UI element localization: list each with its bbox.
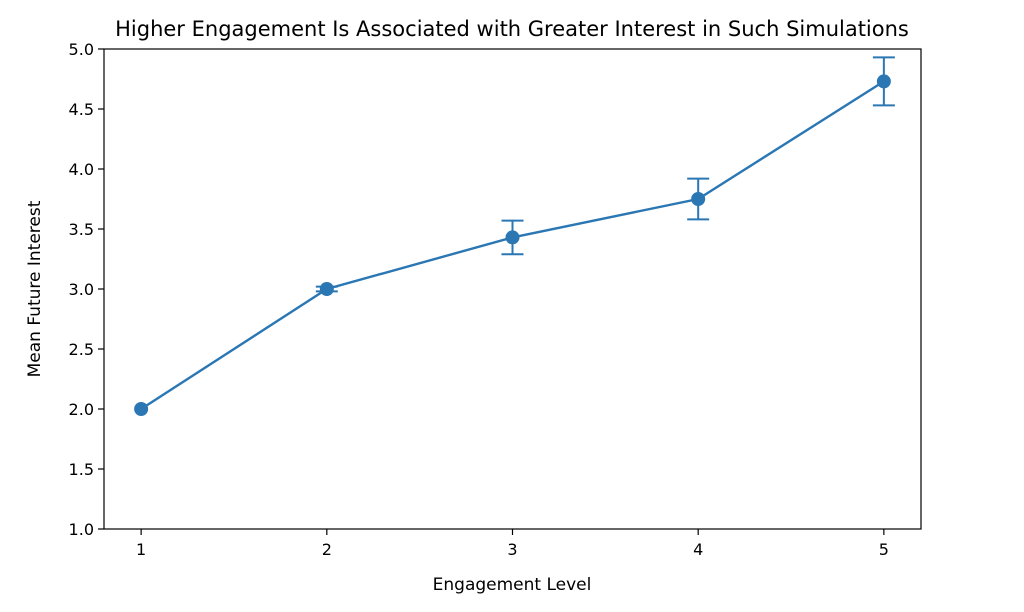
chart-title: Higher Engagement Is Associated with Gre… [115, 17, 909, 41]
x-tick-label: 4 [693, 540, 703, 559]
plot-area [134, 56, 895, 416]
data-point [319, 282, 334, 296]
data-point [134, 402, 149, 416]
y-tick-label: 1.5 [69, 460, 94, 479]
x-axis-label: Engagement Level [433, 575, 592, 595]
axes-frame [103, 48, 922, 530]
x-tick-label: 3 [507, 540, 517, 559]
x-tick-label: 1 [136, 540, 146, 559]
y-tick-label: 4.0 [69, 160, 94, 179]
y-tick-label: 2.5 [69, 340, 94, 359]
data-point [691, 192, 706, 206]
y-tick-label: 4.5 [69, 100, 94, 119]
axis-ticks: 1 2 3 4 5 1.0 1.5 2.0 2.5 3.0 3.5 4.0 4.5 5.0 [69, 40, 889, 559]
x-tick-label: 2 [322, 540, 332, 559]
y-tick-label: 2.0 [69, 400, 94, 419]
y-tick-label: 3.0 [69, 280, 94, 299]
data-point [505, 230, 520, 245]
y-tick-label: 1.0 [69, 520, 94, 539]
y-tick-label: 3.5 [69, 220, 94, 239]
data-point [876, 74, 891, 89]
y-axis-label: Mean Future Interest [25, 200, 45, 377]
x-tick-label: 5 [879, 540, 889, 559]
y-tick-label: 5.0 [69, 40, 94, 59]
